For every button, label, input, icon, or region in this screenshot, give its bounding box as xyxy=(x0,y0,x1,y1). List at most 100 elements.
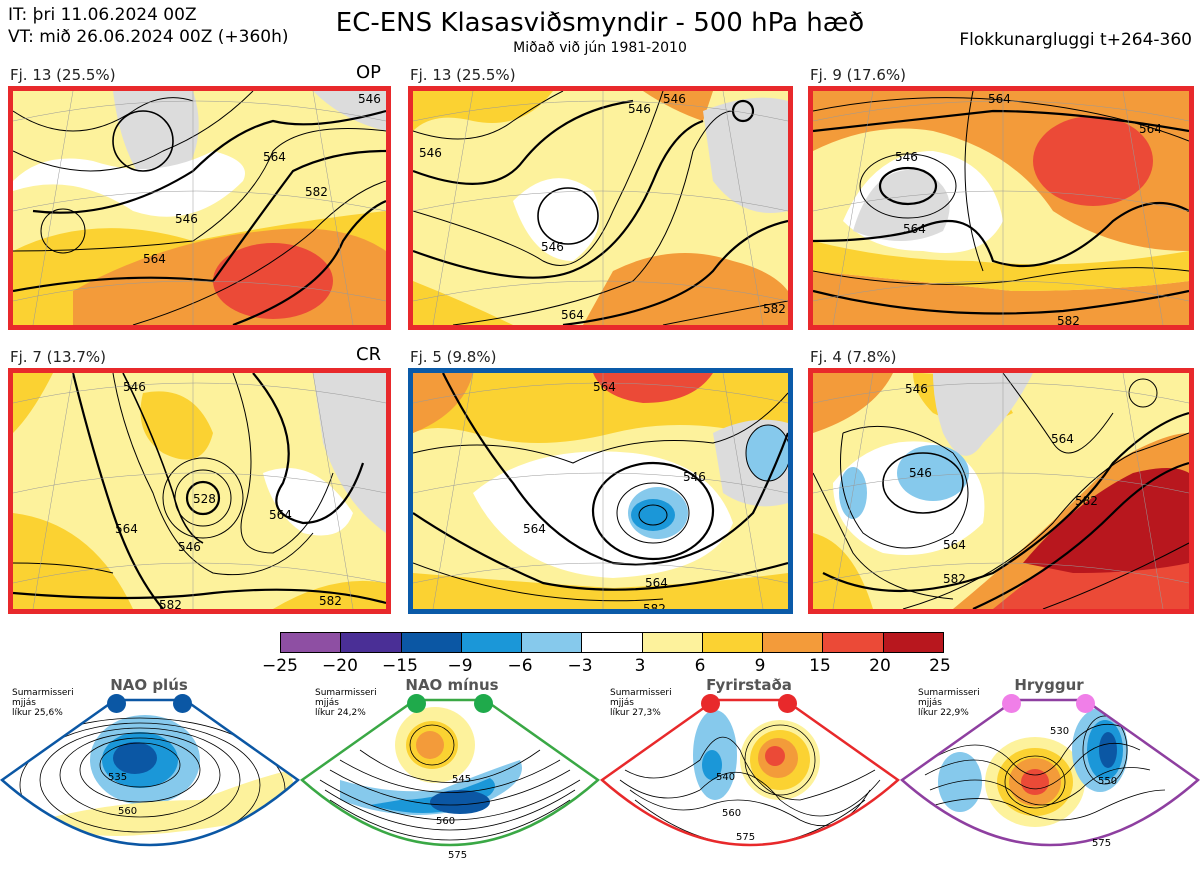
page-title: EC-ENS Klasasviðsmyndir - 500 hPa hæð xyxy=(335,8,865,38)
svg-text:546: 546 xyxy=(123,380,146,394)
svg-text:582: 582 xyxy=(943,572,966,586)
svg-text:546: 546 xyxy=(663,92,686,106)
regime-3-description: Sumarmisseri mjjás líkur 27,3% xyxy=(610,688,672,718)
svg-text:546: 546 xyxy=(628,102,651,116)
page-subtitle: Miðað við jún 1981-2010 xyxy=(513,40,687,56)
colorbar-label: −3 xyxy=(567,656,593,676)
regime-4-description: Sumarmisseri mjjás líkur 22,9% xyxy=(918,688,980,718)
cluster-1-label: Fj. 13 (25.5%) xyxy=(10,66,116,84)
svg-text:582: 582 xyxy=(319,594,342,608)
regime-1-name: NAO plús xyxy=(110,676,188,694)
svg-text:546: 546 xyxy=(683,470,706,484)
svg-text:564: 564 xyxy=(903,222,926,236)
regime-2-dot-2 xyxy=(474,694,493,713)
svg-text:564: 564 xyxy=(645,576,668,590)
svg-text:582: 582 xyxy=(763,302,786,316)
svg-text:550: 550 xyxy=(1098,776,1117,787)
regime-4-dot-1 xyxy=(1002,694,1021,713)
colorbar-label: 15 xyxy=(809,656,831,676)
svg-text:564: 564 xyxy=(593,380,616,394)
colorbar-label: 9 xyxy=(754,656,766,676)
svg-text:582: 582 xyxy=(223,324,246,325)
svg-text:546: 546 xyxy=(178,540,201,554)
svg-text:535: 535 xyxy=(108,772,127,783)
cluster-map-6: 546 546 564 564 582 582 xyxy=(808,368,1194,614)
regime-1-description: Sumarmisseri mjjás líkur 25,6% xyxy=(12,688,74,718)
cluster-2-label: Fj. 13 (25.5%) xyxy=(410,66,516,84)
regime-4-name: Hryggur xyxy=(1014,676,1084,694)
colorbar-segment xyxy=(461,633,523,652)
svg-text:582: 582 xyxy=(305,185,328,199)
regime-map-1: 535 560 xyxy=(0,698,300,847)
colorbar-label: −6 xyxy=(507,656,533,676)
svg-text:564: 564 xyxy=(1051,432,1074,446)
svg-text:564: 564 xyxy=(943,538,966,552)
svg-text:546: 546 xyxy=(909,466,932,480)
regime-map-4: 530 550 575 xyxy=(900,698,1200,849)
svg-text:575: 575 xyxy=(1092,838,1111,849)
colorbar-segment xyxy=(281,633,342,652)
cluster-4-label: Fj. 7 (13.7%) xyxy=(10,348,106,366)
colorbar-segment xyxy=(341,633,402,652)
regime-1-dot-1 xyxy=(107,694,126,713)
svg-text:546: 546 xyxy=(895,150,918,164)
svg-text:545: 545 xyxy=(452,774,471,785)
colorbar-label: 3 xyxy=(634,656,646,676)
svg-text:530: 530 xyxy=(1050,726,1069,737)
svg-text:564: 564 xyxy=(561,308,584,322)
cluster-map-5: 564 546 564 564 582 xyxy=(408,368,793,614)
svg-text:582: 582 xyxy=(643,602,666,609)
svg-text:546: 546 xyxy=(419,146,442,160)
colorbar-segment xyxy=(522,633,583,652)
svg-text:564: 564 xyxy=(523,522,546,536)
colorbar-segment xyxy=(642,633,703,652)
svg-text:546: 546 xyxy=(358,92,381,106)
svg-text:564: 564 xyxy=(988,92,1011,106)
svg-text:564: 564 xyxy=(263,150,286,164)
svg-text:575: 575 xyxy=(736,832,755,843)
svg-text:540: 540 xyxy=(716,772,735,783)
cluster-map-2: 546 546 564 582 546 546 xyxy=(408,86,793,330)
svg-text:582: 582 xyxy=(159,598,182,609)
colorbar-segment xyxy=(582,633,643,652)
regime-2-description: Sumarmisseri mjjás líkur 24,2% xyxy=(315,688,377,718)
colorbar-label: −25 xyxy=(262,656,298,676)
svg-text:564: 564 xyxy=(1139,122,1162,136)
clustering-window: Flokkunargluggi t+264-360 xyxy=(959,30,1192,50)
regime-4-dot-2 xyxy=(1076,694,1095,713)
cluster-1-tag: OP xyxy=(356,62,382,83)
cluster-4-tag: CR xyxy=(356,344,382,365)
valid-time: VT: mið 26.06.2024 00Z (+360h) xyxy=(8,27,289,47)
regime-3-dot-1 xyxy=(701,694,720,713)
regime-3-dot-2 xyxy=(778,694,797,713)
colorbar-label: −20 xyxy=(322,656,358,676)
colorbar-label: 25 xyxy=(929,656,951,676)
svg-text:560: 560 xyxy=(436,816,455,827)
cluster-6-label: Fj. 4 (7.8%) xyxy=(810,348,897,366)
colorbar xyxy=(280,632,944,653)
cluster-map-4: 546 564 528 546 564 582 582 xyxy=(8,368,391,614)
svg-text:546: 546 xyxy=(905,382,928,396)
regime-3-name: Fyrirstaða xyxy=(706,676,792,694)
colorbar-segment xyxy=(702,633,764,652)
colorbar-segment xyxy=(823,633,884,652)
colorbar-segment xyxy=(883,633,943,652)
svg-text:546: 546 xyxy=(175,212,198,226)
colorbar-label: 20 xyxy=(869,656,891,676)
regime-2-name: NAO mínus xyxy=(405,676,499,694)
svg-text:564: 564 xyxy=(269,508,292,522)
regime-map-2: 545 560 575 xyxy=(300,698,600,861)
svg-text:575: 575 xyxy=(448,850,467,861)
colorbar-label: −9 xyxy=(447,656,473,676)
svg-text:582: 582 xyxy=(1057,314,1080,325)
svg-text:528: 528 xyxy=(193,492,216,506)
colorbar-label: 6 xyxy=(694,656,706,676)
regime-map-3: 540 560 575 xyxy=(600,698,900,847)
regime-2-dot-1 xyxy=(407,694,426,713)
regime-1-dot-2 xyxy=(173,694,192,713)
cluster-3-label: Fj. 9 (17.6%) xyxy=(810,66,906,84)
svg-text:560: 560 xyxy=(118,806,137,817)
svg-text:564: 564 xyxy=(143,252,166,266)
colorbar-segment xyxy=(763,633,824,652)
colorbar-segment xyxy=(401,633,462,652)
